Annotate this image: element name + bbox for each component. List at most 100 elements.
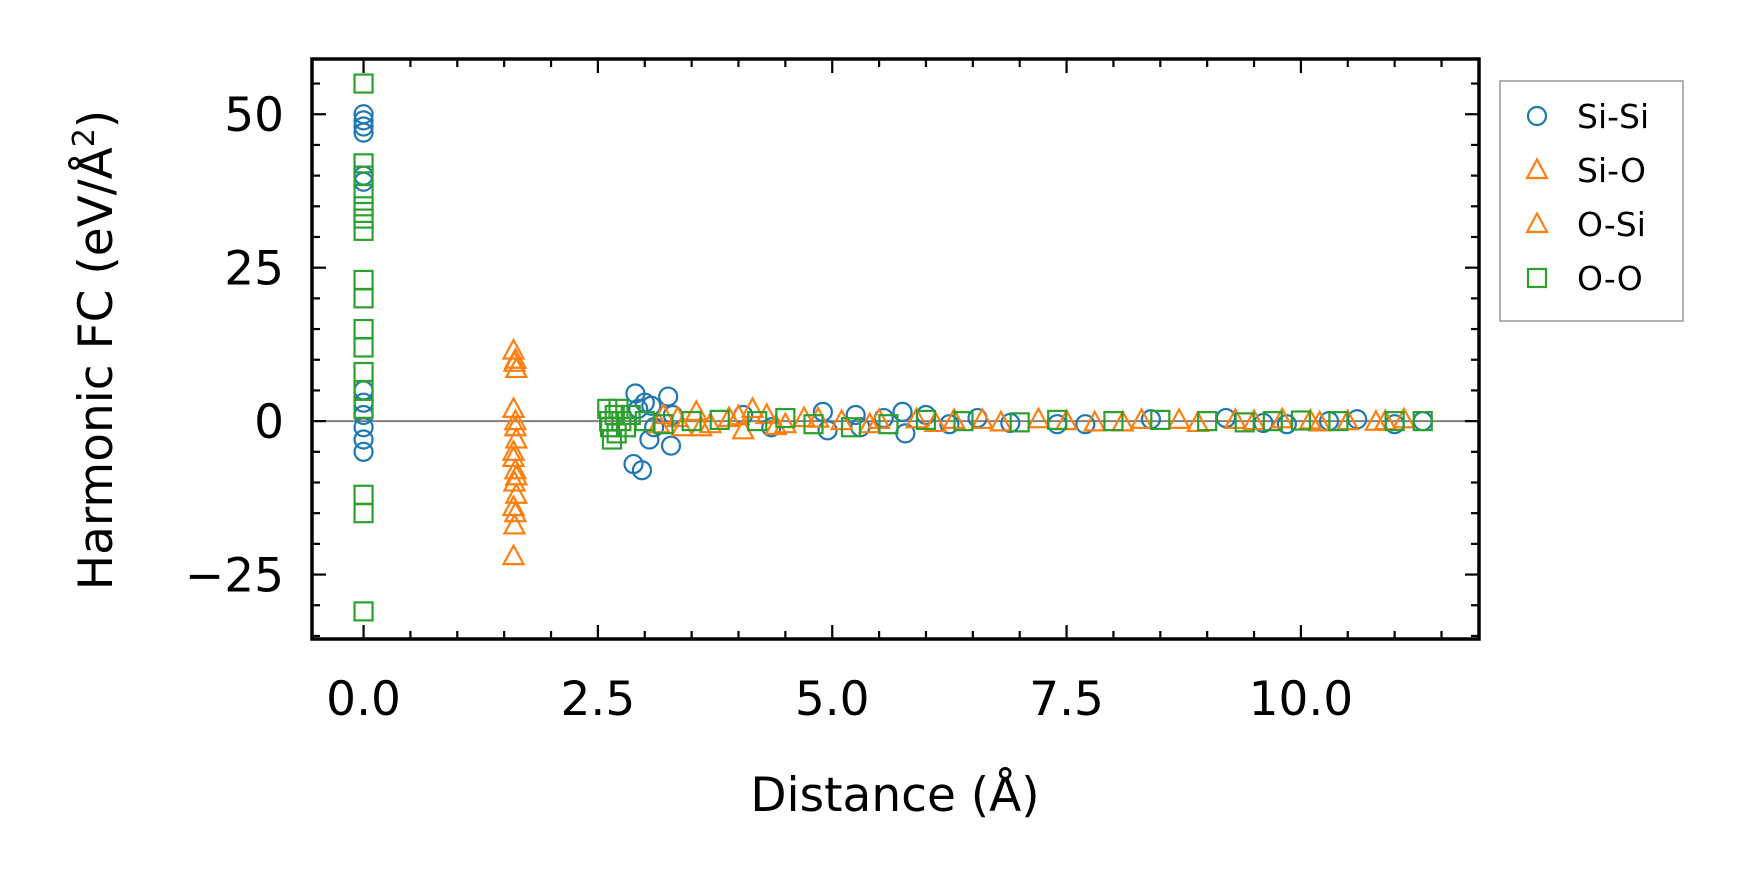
- data-point-si-o: [740, 396, 765, 418]
- data-point-o-si: [970, 407, 995, 429]
- data-point-si-o: [1129, 407, 1154, 429]
- data-point-o-si: [504, 463, 529, 486]
- data-point-si-si: [845, 404, 866, 426]
- data-point-si-o: [857, 411, 882, 434]
- data-point-o-o: [681, 411, 702, 432]
- data-point-o-o: [653, 414, 674, 435]
- data-point-si-o: [502, 469, 527, 492]
- data-point-o-o: [709, 409, 730, 430]
- data-point-si-o: [1082, 409, 1107, 432]
- legend-entry-o-o: O-O: [1526, 259, 1643, 298]
- data-point-o-o: [1262, 411, 1283, 432]
- legend: Si-Si Si-O O-Si O-O: [1499, 80, 1684, 322]
- legend-label: O-O: [1577, 259, 1643, 298]
- y-axis-title: Harmonic FC (eV/Å2): [67, 110, 124, 590]
- legend-entry-si-si: Si-Si: [1526, 97, 1649, 136]
- data-point-o-o: [353, 208, 374, 229]
- data-point-si-si: [353, 110, 374, 131]
- x-tick-label: 2.5: [561, 672, 636, 727]
- data-point-o-o: [803, 414, 824, 435]
- data-point-si-si: [641, 395, 662, 416]
- data-point-o-o: [747, 411, 768, 432]
- data-point-si-o: [503, 457, 528, 480]
- data-point-o-o: [353, 73, 374, 94]
- data-point-o-o: [353, 288, 374, 309]
- legend-entry-si-o: Si-O: [1525, 151, 1646, 190]
- data-point-o-o: [1009, 412, 1030, 433]
- data-point-si-o: [684, 399, 709, 422]
- data-point-o-o: [1234, 412, 1255, 433]
- legend-marker-triangle: [1525, 211, 1549, 234]
- data-point-si-si: [658, 386, 679, 407]
- data-point-si-o: [1026, 406, 1051, 429]
- data-point-si-si: [353, 116, 374, 137]
- data-point-o-o: [878, 414, 899, 435]
- data-point-o-o: [353, 196, 374, 217]
- data-point-o-o: [620, 404, 641, 426]
- legend-label: O-Si: [1577, 205, 1646, 244]
- data-point-si-si: [939, 414, 960, 435]
- data-point-o-si: [1167, 407, 1191, 429]
- data-point-o-o: [1412, 411, 1433, 432]
- x-tick-label: 0.0: [326, 672, 401, 727]
- data-point-si-o: [989, 409, 1013, 432]
- data-point-o-o: [1150, 409, 1171, 430]
- data-point-si-si: [660, 435, 682, 456]
- data-point-si-si: [1075, 414, 1096, 435]
- y-tick-label: 50: [224, 88, 284, 143]
- data-point-o-o: [953, 411, 974, 432]
- data-point-si-si: [353, 441, 374, 462]
- data-point-si-o: [501, 543, 526, 566]
- data-point-si-o: [504, 356, 529, 379]
- data-point-o-o: [1384, 411, 1405, 432]
- data-point-o-o: [353, 503, 374, 524]
- y-tick-label: 25: [224, 242, 284, 297]
- data-point-si-o: [503, 414, 528, 437]
- data-point-o-si: [764, 413, 788, 436]
- data-point-o-o: [1047, 409, 1068, 430]
- legend-label: Si-O: [1577, 151, 1646, 190]
- legend-marker-triangle: [1525, 157, 1549, 180]
- legend-marker-circle: [1526, 105, 1548, 127]
- data-point-o-o: [915, 409, 937, 430]
- x-tick-label: 10.0: [1249, 672, 1354, 727]
- data-point-o-o: [353, 601, 374, 622]
- data-point-o-si: [501, 445, 526, 468]
- data-point-si-o: [503, 500, 528, 523]
- data-point-o-o: [1328, 411, 1349, 432]
- data-point-si-si: [353, 122, 374, 143]
- data-point-si-o: [501, 396, 526, 418]
- data-point-o-o: [840, 417, 862, 438]
- data-point-o-si: [923, 410, 948, 433]
- x-tick-label: 7.5: [1029, 672, 1104, 727]
- data-point-o-o: [1290, 410, 1312, 431]
- data-point-o-si: [503, 408, 528, 431]
- data-point-si-o: [502, 512, 527, 535]
- data-point-o-o: [1197, 411, 1218, 432]
- x-tick-label: 5.0: [795, 672, 870, 727]
- data-point-si-si: [892, 401, 913, 423]
- series-o-o: [353, 73, 1433, 622]
- plot-frame: [310, 57, 1481, 641]
- y-tick-label: −25: [185, 549, 284, 604]
- data-point-o-o: [353, 183, 374, 205]
- data-point-o-si: [1364, 408, 1388, 431]
- legend-marker-square: [1526, 267, 1548, 289]
- data-point-o-o: [353, 398, 374, 419]
- legend-label: Si-Si: [1577, 97, 1649, 136]
- data-point-o-o: [353, 337, 374, 358]
- y-tick-label: 0: [254, 395, 284, 450]
- data-point-o-si: [689, 414, 713, 437]
- data-point-si-si: [353, 429, 374, 450]
- data-point-si-o: [501, 337, 526, 360]
- data-point-o-o: [775, 407, 796, 429]
- x-axis-title: Distance (Å): [750, 768, 1039, 823]
- data-point-o-si: [502, 349, 527, 372]
- data-point-si-si: [628, 398, 649, 419]
- data-point-o-si: [726, 403, 751, 426]
- data-point-o-o: [353, 220, 374, 241]
- legend-entry-o-si: O-Si: [1525, 205, 1646, 244]
- data-point-o-o: [1103, 411, 1124, 432]
